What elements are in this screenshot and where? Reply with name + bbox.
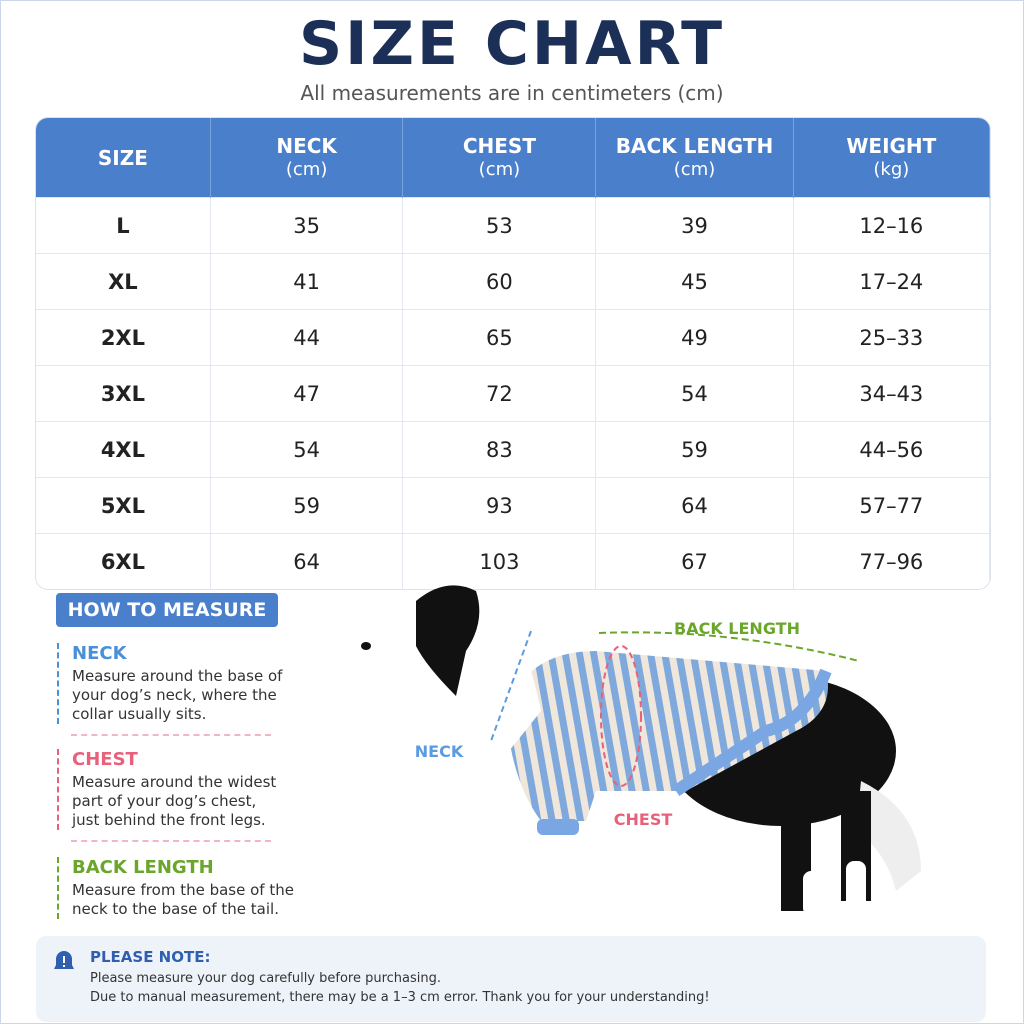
title: SIZE CHART bbox=[298, 9, 726, 79]
neck-label: NECK bbox=[415, 742, 464, 761]
row: 6XL 64 103 67 77–96 bbox=[36, 533, 990, 589]
measure-name: CHEST bbox=[72, 749, 138, 770]
cell: 59 bbox=[210, 477, 404, 534]
subtitle: All measurements are in centimeters (cm) bbox=[300, 81, 724, 105]
note-icon bbox=[54, 951, 74, 969]
row: XL 41 60 45 17–24 bbox=[36, 253, 990, 310]
measure-text: part of your dog’s chest, bbox=[72, 792, 257, 810]
cell: 6XL bbox=[36, 533, 211, 589]
cell: 49 bbox=[595, 309, 794, 366]
cell: 59 bbox=[595, 421, 794, 478]
header-cell: CHEST (cm) bbox=[402, 118, 597, 198]
note-box bbox=[36, 936, 986, 1022]
cell: 57–77 bbox=[793, 477, 990, 534]
measure-text: your dog’s neck, where the bbox=[72, 686, 277, 704]
header-unit: (cm) bbox=[673, 158, 716, 180]
cell: 39 bbox=[595, 197, 794, 254]
measure-text: Measure around the base of bbox=[72, 667, 283, 685]
cell: 17–24 bbox=[793, 253, 990, 310]
cell: 60 bbox=[402, 253, 597, 310]
cell: 54 bbox=[210, 421, 404, 478]
header-cell: SIZE bbox=[36, 118, 211, 198]
row: 3XL 47 72 54 34–43 bbox=[36, 365, 990, 422]
cell: 5XL bbox=[36, 477, 211, 534]
cell: 54 bbox=[595, 365, 794, 422]
separator bbox=[71, 734, 271, 736]
cell: 65 bbox=[402, 309, 597, 366]
how-title: HOW TO MEASURE bbox=[56, 593, 278, 627]
chest-label: CHEST bbox=[614, 810, 673, 829]
header-cell: WEIGHT (kg) bbox=[793, 118, 990, 198]
row: 2XL 44 65 49 25–33 bbox=[36, 309, 990, 366]
measure-text: neck to the base of the tail. bbox=[72, 900, 279, 918]
header-cell: BACK LENGTH (cm) bbox=[595, 118, 794, 198]
cell: 93 bbox=[402, 477, 597, 534]
cell: 53 bbox=[402, 197, 597, 254]
measure-text: collar usually sits. bbox=[72, 705, 207, 723]
cell: 72 bbox=[402, 365, 597, 422]
header-label: WEIGHT bbox=[846, 133, 937, 158]
measure-name: BACK LENGTH bbox=[72, 857, 214, 878]
dog-figure: NECK CHEST BACK LENGTH bbox=[361, 585, 921, 916]
note-line: Due to manual measurement, there may be … bbox=[90, 990, 710, 1005]
measure-text: just behind the front legs. bbox=[72, 811, 266, 829]
cell: 12–16 bbox=[793, 197, 990, 254]
size-table: SIZE NECK (cm) CHEST (cm) BACK LENGTH (cm) WEIG… bbox=[36, 118, 990, 589]
cell: 47 bbox=[210, 365, 404, 422]
note-line: Please measure your dog carefully before… bbox=[90, 971, 442, 986]
cell: 3XL bbox=[36, 365, 211, 422]
cell: 44 bbox=[210, 309, 404, 366]
measure-name: NECK bbox=[72, 643, 127, 664]
row: 4XL 54 83 59 44–56 bbox=[36, 421, 990, 478]
measure-bar bbox=[57, 749, 59, 830]
measure-bar bbox=[57, 857, 59, 919]
cell: 64 bbox=[210, 533, 404, 589]
cell: 4XL bbox=[36, 421, 211, 478]
cell: XL bbox=[36, 253, 211, 310]
cell: 77–96 bbox=[793, 533, 990, 589]
separator bbox=[71, 840, 271, 842]
header-label: SIZE bbox=[97, 145, 148, 170]
cell: 67 bbox=[595, 533, 794, 589]
cell: 2XL bbox=[36, 309, 211, 366]
header-label: BACK LENGTH bbox=[615, 133, 774, 158]
row: 5XL 59 93 64 57–77 bbox=[36, 477, 990, 534]
cell: 44–56 bbox=[793, 421, 990, 478]
cell: 45 bbox=[595, 253, 794, 310]
cell: L bbox=[36, 197, 211, 254]
measure-text: Measure around the widest bbox=[72, 773, 277, 791]
note-title: PLEASE NOTE: bbox=[90, 948, 211, 966]
cell: 41 bbox=[210, 253, 404, 310]
cell: 34–43 bbox=[793, 365, 990, 422]
measure-bar bbox=[57, 643, 59, 724]
cell: 64 bbox=[595, 477, 794, 534]
row: L 35 53 39 12–16 bbox=[36, 197, 990, 254]
header-unit: (cm) bbox=[478, 158, 521, 180]
cell: 103 bbox=[402, 533, 597, 589]
header-label: NECK bbox=[276, 133, 337, 158]
header-label: CHEST bbox=[462, 133, 536, 158]
cell: 25–33 bbox=[793, 309, 990, 366]
measure-text: Measure from the base of the bbox=[72, 881, 294, 899]
header-unit: (kg) bbox=[873, 158, 910, 180]
cell: 83 bbox=[402, 421, 597, 478]
back-label: BACK LENGTH bbox=[674, 619, 800, 638]
header-cell: NECK (cm) bbox=[210, 118, 404, 198]
header-unit: (cm) bbox=[285, 158, 328, 180]
cell: 35 bbox=[210, 197, 404, 254]
